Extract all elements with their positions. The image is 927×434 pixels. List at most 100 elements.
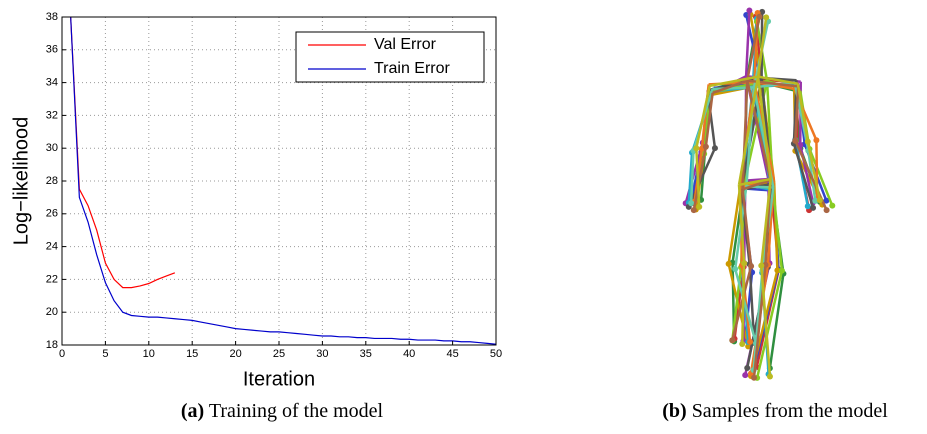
joint [745,343,752,350]
bone [760,265,772,377]
x-tick-label: 45 [446,348,458,360]
y-tick-label: 26 [46,208,58,220]
caption-label: (b) [662,400,686,422]
x-tick-label: 40 [403,348,415,360]
bone [731,265,753,341]
joint [774,267,781,274]
y-tick-label: 36 [46,44,58,56]
bone [709,75,759,88]
joint [688,200,695,207]
bone [792,143,815,209]
joint [816,197,823,204]
bone [741,189,753,267]
bone [687,147,717,208]
joint [813,137,820,144]
joint [725,260,732,267]
joint [739,341,746,348]
bone [692,146,708,211]
joint [743,11,750,18]
x-tick-label: 35 [360,348,372,360]
bone [704,92,714,147]
joint [732,266,739,273]
joint [778,267,785,274]
joint [751,374,758,381]
bone [747,79,799,88]
joint [756,13,763,20]
bone [794,86,800,141]
bone [738,177,771,187]
bone [771,188,784,271]
bone [744,10,751,77]
bone [740,263,746,345]
joint [748,263,755,270]
bone [746,80,772,181]
joint [696,203,703,210]
joint [747,338,754,345]
caption-text: Samples from the model [692,400,889,422]
bone [796,83,810,142]
x-tick-label: 5 [102,348,108,360]
joint [690,207,697,214]
joint [693,145,700,152]
legend-label: Train Error [374,60,451,77]
x-tick-label: 50 [490,348,502,360]
joint [823,207,830,214]
joint [804,203,811,210]
y-tick-label: 22 [46,273,58,285]
legend: Val Error Train Error [295,31,485,83]
bone [687,152,694,203]
joint [810,204,817,211]
bone [741,80,749,190]
x-tick-label: 0 [59,348,65,360]
bone [731,267,743,341]
y-tick-label: 18 [46,339,58,351]
joint [702,143,709,150]
skeleton-samples [682,7,836,381]
bone [727,263,750,347]
joint [804,138,811,145]
bone [712,79,748,95]
bone [756,17,768,77]
bone [755,270,784,379]
y-tick-label: 28 [46,175,58,187]
joint [829,202,836,209]
bone [695,148,701,207]
joint [823,197,830,204]
bone [737,184,746,264]
bone [689,150,695,204]
y-axis-label: Log−likelihood [10,117,32,245]
series-line [70,16,176,289]
x-tick-label: 10 [143,348,155,360]
bone [757,75,799,85]
joint [729,337,736,344]
bone [768,273,785,369]
legend-box [295,31,485,83]
joint [792,137,799,144]
joint [741,260,748,267]
bone [745,16,761,81]
caption-label: (a) [181,400,204,422]
x-tick-label: 30 [316,348,328,360]
y-tick-label: 20 [46,306,58,318]
joint [812,197,819,204]
x-axis-label: Iteration [243,368,315,390]
bone [727,188,742,265]
legend-label: Val Error [374,36,437,53]
series-line [70,16,497,345]
joint [711,145,718,152]
bone [695,85,711,149]
bone [742,178,771,191]
joint [744,364,751,371]
y-tick-label: 34 [46,77,58,89]
bone [760,178,772,266]
caption-text: Training of the model [209,400,384,422]
y-tick-label: 32 [46,109,58,121]
joint [759,8,766,15]
bone [737,76,760,186]
bone [808,148,834,207]
x-tick-label: 15 [186,348,198,360]
bone [753,81,795,89]
ticks: 0 5 10 15 20 25 30 35 40 45 50 18 20 22 24 26 28 30 32 34 36… [46,11,502,360]
